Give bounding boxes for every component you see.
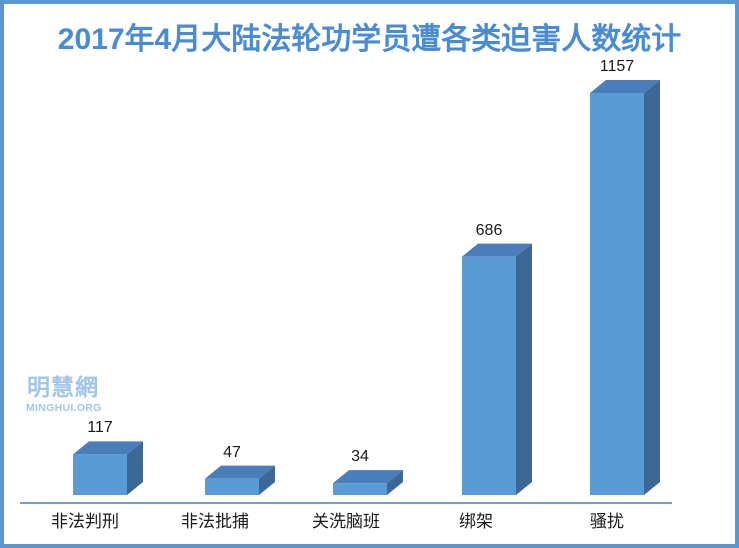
category-label-5: 骚扰 bbox=[590, 512, 624, 531]
value-label-3: 34 bbox=[351, 448, 369, 466]
chart-title: 2017年4月大陆法轮功学员遭各类迫害人数统计 bbox=[57, 23, 682, 56]
value-label-2: 47 bbox=[223, 443, 241, 461]
watermark-logo-text: 明慧網 bbox=[27, 374, 99, 400]
bar-3-top-face bbox=[333, 470, 403, 484]
watermark-url: MINGHUI.ORG bbox=[26, 402, 102, 414]
bar-4-top-face bbox=[462, 243, 532, 257]
bar-3-front-face bbox=[333, 483, 387, 495]
bar-1-front-face bbox=[73, 454, 127, 495]
bar-2-top-face bbox=[205, 465, 275, 479]
bar-5-top-face bbox=[590, 80, 660, 93]
bar-3-side-face bbox=[387, 470, 403, 495]
minghui-watermark: 明慧網 MINGHUI.ORG bbox=[26, 374, 102, 414]
category-label-2: 非法批捕 bbox=[181, 512, 249, 531]
category-label-1: 非法判刑 bbox=[51, 512, 119, 531]
category-label-4: 绑架 bbox=[459, 512, 493, 531]
category-label-3: 关洗脑班 bbox=[312, 512, 380, 531]
value-label-4: 686 bbox=[475, 221, 503, 239]
bar-5-side-face bbox=[644, 80, 660, 495]
bar-2-side-face bbox=[259, 465, 275, 495]
value-label-5: 1157 bbox=[599, 58, 635, 75]
value-label-1: 117 bbox=[87, 419, 113, 437]
bar-4-front-face bbox=[462, 256, 516, 495]
bar-1-side-face bbox=[127, 441, 143, 495]
bar-2-front-face bbox=[205, 478, 259, 495]
bar-1-top-face bbox=[73, 441, 143, 455]
bar-4-side-face bbox=[516, 243, 532, 495]
bar-5-front-face bbox=[590, 93, 644, 495]
